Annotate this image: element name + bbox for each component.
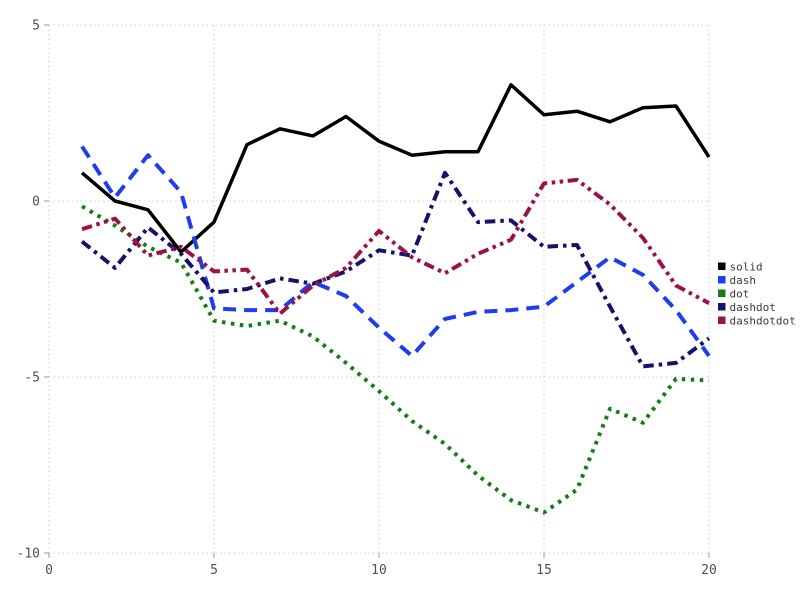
x-tick-label: 10 [371, 563, 387, 578]
tick-marks [44, 24, 710, 558]
gridlines [48, 24, 710, 554]
legend-swatch-dashdot [718, 303, 726, 311]
y-tick-label: 0 [32, 195, 40, 210]
series-dot [80, 204, 710, 515]
legend-swatch-solid [718, 262, 726, 270]
legend-label-solid: solid [730, 261, 763, 274]
series-solid [80, 83, 711, 254]
series-dashdot [80, 170, 711, 369]
data-series [80, 83, 711, 515]
legend-swatch-dot [718, 289, 726, 297]
legend-item-solid: solid [718, 261, 763, 274]
y-tick-label: -10 [17, 547, 40, 562]
legend-item-dashdotdot: dashdotdot [718, 315, 796, 328]
x-tick-label: 0 [45, 563, 53, 578]
series-dashdotdot [81, 177, 710, 316]
tick-labels: 0 5 10 15 20 -10 -5 0 5 [17, 19, 717, 579]
x-tick-label: 5 [210, 563, 218, 578]
legend-item-dash: dash [718, 274, 756, 287]
series-dash [80, 145, 711, 358]
x-tick-label: 20 [701, 563, 717, 578]
legend-swatch-dashdotdot [718, 316, 726, 324]
y-tick-label: -5 [24, 371, 40, 386]
y-tick-label: 5 [32, 19, 40, 34]
legend-item-dashdot: dashdot [718, 301, 776, 314]
legend-label-dashdotdot: dashdotdot [730, 315, 796, 328]
legend-item-dot: dot [718, 288, 749, 301]
legend-label-dot: dot [730, 288, 750, 301]
legend-label-dash: dash [730, 274, 757, 287]
legend-swatch-dash [718, 276, 726, 284]
x-tick-label: 15 [536, 563, 552, 578]
legend-label-dashdot: dashdot [730, 301, 776, 314]
